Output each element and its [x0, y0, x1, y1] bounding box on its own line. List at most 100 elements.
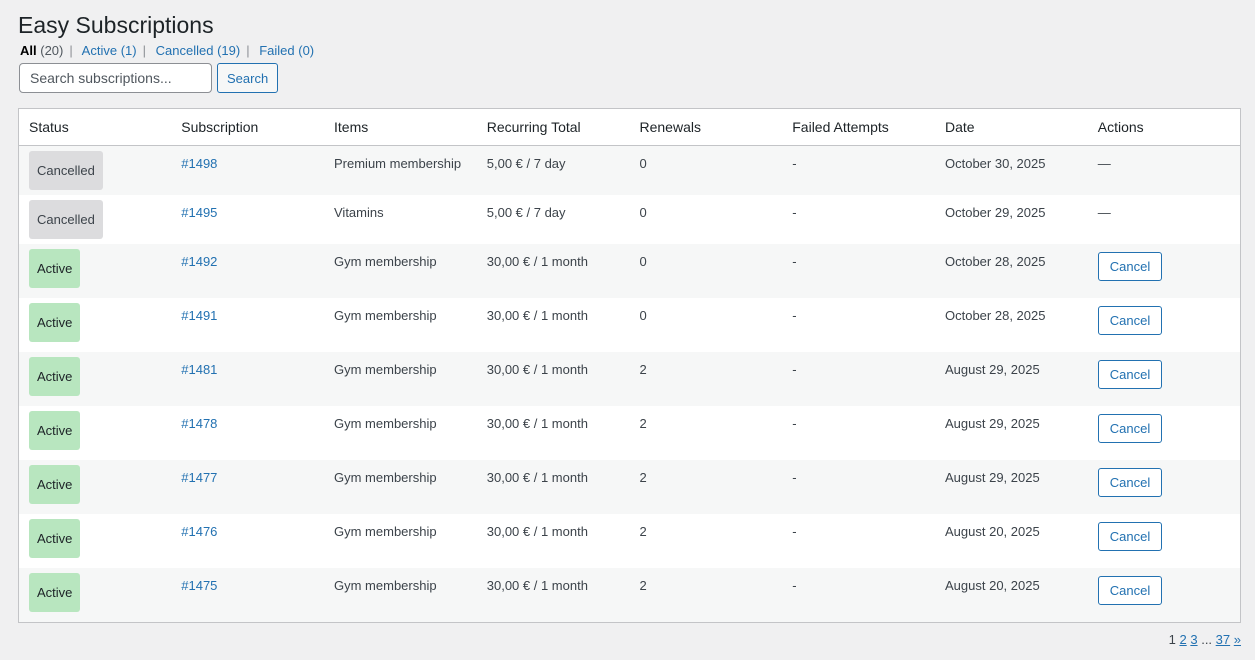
- filter-label: All: [20, 43, 37, 58]
- subscription-cell: #1478: [171, 406, 324, 460]
- column-header: Failed Attempts: [782, 108, 935, 146]
- filter-count: (1): [120, 43, 137, 58]
- date-cell: August 29, 2025: [935, 460, 1088, 514]
- renewals-cell: 2: [629, 352, 783, 406]
- cancel-button[interactable]: Cancel: [1097, 306, 1163, 335]
- date-cell: October 29, 2025: [945, 205, 1046, 220]
- subscription-link[interactable]: #1495: [181, 205, 218, 220]
- table-row: Cancelled #1495 Vitamins 5,00 € / 7 day 0 - Oc…: [19, 195, 1241, 244]
- subscription-cell: #1491: [171, 298, 324, 352]
- date-cell: August 29, 2025: [935, 352, 1088, 406]
- actions-cell: —: [1097, 205, 1111, 220]
- items-cell: Gym membership: [334, 308, 437, 323]
- filter-active[interactable]: Active (1): [82, 43, 137, 58]
- items-cell: Gym membership: [324, 568, 477, 622]
- renewals-cell: 2: [639, 416, 647, 431]
- table-row: Active #1477 Gym membership 30,00 € / 1 mon…: [18, 460, 1241, 514]
- status-cell: Active: [18, 568, 172, 622]
- failed-cell: -: [792, 205, 797, 220]
- subscription-link[interactable]: #1475: [181, 578, 218, 593]
- date-cell: August 20, 2025: [945, 524, 1040, 539]
- renewals-cell: 0: [629, 145, 783, 195]
- page-link-last[interactable]: 37: [1215, 632, 1231, 647]
- status-badge: Active: [29, 303, 81, 342]
- status-cell: Active: [19, 298, 172, 352]
- table-row: Active #1492 Gym membership 30,00 € / 1 mon…: [18, 244, 1241, 298]
- total-cell: 5,00 € / 7 day: [476, 145, 630, 195]
- subscription-link[interactable]: #1491: [181, 308, 218, 323]
- subscription-link[interactable]: #1476: [181, 524, 218, 539]
- failed-cell: -: [792, 308, 797, 323]
- cancel-button[interactable]: Cancel: [1097, 360, 1163, 389]
- failed-cell: -: [782, 460, 935, 514]
- failed-cell: -: [792, 524, 797, 539]
- status-badge: Active: [29, 249, 81, 288]
- search-input[interactable]: [19, 63, 212, 93]
- cancel-button[interactable]: Cancel: [1097, 252, 1163, 281]
- page-next[interactable]: »: [1233, 632, 1241, 647]
- subscription-link[interactable]: #1477: [181, 470, 218, 485]
- pagination: 1 2 3 ... 37 »: [1169, 632, 1241, 647]
- filter-count: (0): [298, 43, 315, 58]
- filter-label: Cancelled: [155, 43, 214, 58]
- items-cell: Gym membership: [324, 244, 477, 298]
- page-link[interactable]: 2: [1179, 632, 1187, 647]
- column-header: Status: [18, 108, 172, 146]
- actions-cell: Cancel: [1088, 406, 1241, 460]
- page-link[interactable]: 3: [1190, 632, 1198, 647]
- filter-count: (19): [217, 43, 241, 58]
- items-cell: Gym membership: [324, 352, 477, 406]
- subscriptions-table: Status Subscription Items Recurring Total Re…: [18, 108, 1241, 623]
- subscription-link[interactable]: #1481: [181, 362, 218, 377]
- search-form: Search: [19, 63, 279, 93]
- status-cell: Cancelled: [18, 145, 172, 195]
- items-cell: Vitamins: [334, 205, 384, 220]
- status-badge: Active: [29, 519, 81, 558]
- filter-cancelled[interactable]: Cancelled (19): [156, 43, 241, 58]
- renewals-cell: 0: [629, 244, 783, 298]
- table-row: Active #1476 Gym membership 30,00 € / 1 mon…: [19, 514, 1241, 568]
- status-badge: Cancelled: [29, 200, 103, 239]
- failed-cell: -: [782, 244, 935, 298]
- failed-cell: -: [782, 145, 935, 195]
- filter-failed[interactable]: Failed (0): [259, 43, 314, 58]
- cancel-button[interactable]: Cancel: [1097, 414, 1163, 443]
- items-cell: Gym membership: [334, 524, 437, 539]
- actions-cell: —: [1087, 145, 1241, 195]
- cancel-button[interactable]: Cancel: [1097, 522, 1163, 551]
- subscription-link[interactable]: #1498: [181, 156, 218, 171]
- subscription-link[interactable]: #1492: [181, 254, 218, 269]
- date-cell: August 29, 2025: [945, 416, 1040, 431]
- column-header: Items: [324, 108, 477, 146]
- actions-cell: Cancel: [1087, 460, 1241, 514]
- subscription-cell: #1475: [171, 568, 324, 622]
- actions-cell: Cancel: [1087, 244, 1241, 298]
- status-cell: Active: [18, 460, 172, 514]
- table-row: Active #1475 Gym membership 30,00 € / 1 mon…: [18, 568, 1241, 622]
- total-cell: 30,00 € / 1 month: [486, 416, 588, 431]
- search-button[interactable]: Search: [217, 63, 279, 93]
- actions-cell: Cancel: [1088, 514, 1241, 568]
- renewals-cell: 2: [639, 524, 647, 539]
- filter-label: Failed: [259, 43, 295, 58]
- total-cell: 30,00 € / 1 month: [476, 460, 630, 514]
- renewals-cell: 2: [629, 568, 783, 622]
- subscription-link[interactable]: #1478: [181, 416, 218, 431]
- total-cell: 5,00 € / 7 day: [486, 205, 566, 220]
- status-badge: Active: [29, 357, 81, 396]
- status-cell: Active: [18, 244, 172, 298]
- cancel-button[interactable]: Cancel: [1097, 468, 1163, 497]
- cancel-button[interactable]: Cancel: [1097, 576, 1163, 605]
- status-badge: Active: [29, 411, 81, 450]
- column-header: Subscription: [171, 108, 324, 146]
- failed-cell: -: [782, 352, 935, 406]
- date-cell: October 28, 2025: [935, 244, 1088, 298]
- date-cell: August 20, 2025: [935, 568, 1088, 622]
- status-cell: Cancelled: [19, 195, 172, 244]
- total-cell: 30,00 € / 1 month: [476, 568, 630, 622]
- filter-all[interactable]: All: [20, 43, 37, 58]
- actions-cell: Cancel: [1088, 298, 1241, 352]
- status-cell: Active: [19, 514, 172, 568]
- subscription-cell: #1495: [171, 195, 324, 244]
- column-header: Renewals: [629, 108, 783, 146]
